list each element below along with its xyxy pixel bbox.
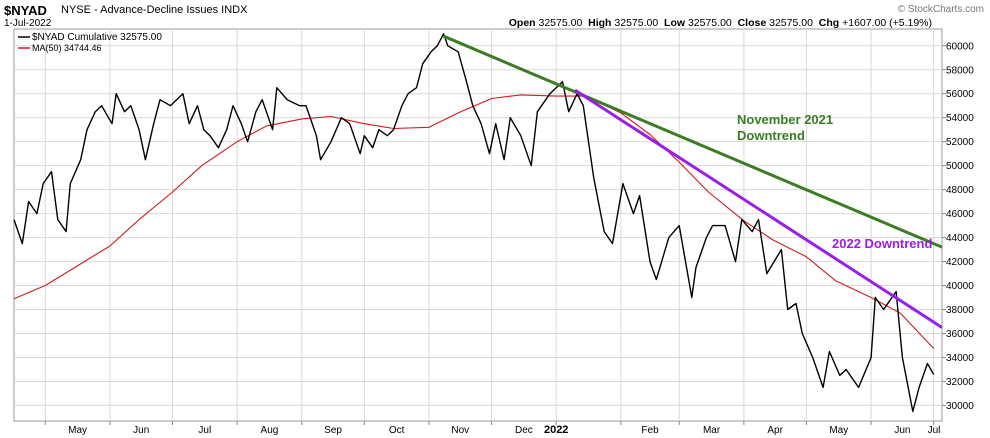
x-tick-label: Jul — [198, 425, 211, 436]
price-series-layer — [13, 33, 935, 413]
legend: $NYAD Cumulative 32575.00 MA(50) 34744.4… — [18, 32, 162, 53]
x-tick-label: Jun — [133, 425, 149, 436]
legend-ma-label: MA(50) 34744.46 — [32, 43, 102, 53]
y-tick-label: 38000 — [946, 305, 974, 316]
grid-lines — [14, 29, 942, 421]
y-tick-label: 30000 — [946, 401, 974, 412]
x-tick-label: Dec — [515, 425, 533, 436]
open-value: 32575.00 — [538, 17, 583, 29]
x-tick-label: Aug — [261, 425, 279, 436]
plot-area — [13, 28, 943, 422]
ohlc-readout: Open 32575.00 High 32575.00 Low 32575.00… — [509, 17, 932, 29]
y-tick-label: 34000 — [946, 353, 974, 364]
trendline-november-2021 — [443, 34, 943, 249]
annotation-2022-label: 2022 Downtrend — [832, 236, 932, 251]
stockcharts-credit: © StockCharts.com — [897, 4, 984, 15]
close-value: 32575.00 — [769, 17, 813, 29]
y-tick-label: 58000 — [946, 65, 974, 76]
y-tick-label: 50000 — [946, 161, 974, 172]
ma-series-layer — [13, 94, 935, 349]
annotation-november-2021-line1: November 2021 — [737, 112, 833, 127]
y-tick-label: 44000 — [946, 233, 974, 244]
trendline-layer — [443, 34, 943, 329]
chart-symbol: $NYAD — [4, 3, 47, 18]
y-tick-label: 60000 — [946, 41, 974, 52]
high-label: High — [588, 17, 612, 29]
chart-date: 1-Jul-2022 — [4, 18, 52, 29]
low-label: Low — [664, 17, 686, 29]
x-tick-label: Nov — [451, 425, 469, 436]
x-tick-label: Feb — [641, 425, 659, 436]
y-tick-label: 56000 — [946, 89, 974, 100]
high-value: 32575.00 — [614, 17, 659, 29]
y-tick-label: 42000 — [946, 257, 974, 268]
y-tick-label: 40000 — [946, 281, 974, 292]
chg-value: +1607.00 (+5.19%) — [842, 17, 932, 29]
chg-label: Chg — [818, 17, 840, 29]
legend-price-label: $NYAD Cumulative 32575.00 — [32, 32, 162, 43]
trendline-2022 — [574, 88, 943, 329]
x-axis: May Jun Jul Aug Sep Oct Nov Dec 2022 Feb Mar Apr May… — [44, 421, 941, 436]
y-tick-label: 52000 — [946, 137, 974, 148]
open-label: Open — [508, 17, 536, 29]
ma50-series-line — [13, 94, 935, 349]
y-tick-label: 54000 — [946, 113, 974, 124]
y-axis: 30000 32000 34000 36000 38000 40000 42000 44000… — [942, 41, 974, 412]
y-tick-label: 32000 — [946, 377, 974, 388]
y-tick-label: 46000 — [946, 209, 974, 220]
chart-instrument-name: NYSE - Advance-Decline Issues INDX — [61, 4, 248, 16]
close-label: Close — [737, 17, 767, 29]
x-tick-label: 2022 — [544, 424, 568, 436]
annotation-november-2021: November 2021 Downtrend — [737, 112, 833, 143]
x-tick-label: Jun — [894, 425, 910, 436]
y-tick-label: 36000 — [946, 329, 974, 340]
x-tick-label: Oct — [389, 425, 405, 436]
x-tick-label: Jul — [928, 425, 941, 436]
x-tick-label: Sep — [324, 425, 342, 436]
x-tick-label: May — [68, 425, 87, 436]
x-tick-label: Mar — [703, 425, 721, 436]
y-tick-label: 48000 — [946, 185, 974, 196]
price-series-line — [13, 33, 935, 413]
low-value: 32575.00 — [687, 17, 732, 29]
x-tick-label: May — [829, 425, 848, 436]
x-tick-label: Apr — [767, 425, 783, 436]
annotation-november-2021-line2: Downtrend — [737, 128, 805, 143]
annotation-2022: 2022 Downtrend — [832, 236, 932, 251]
